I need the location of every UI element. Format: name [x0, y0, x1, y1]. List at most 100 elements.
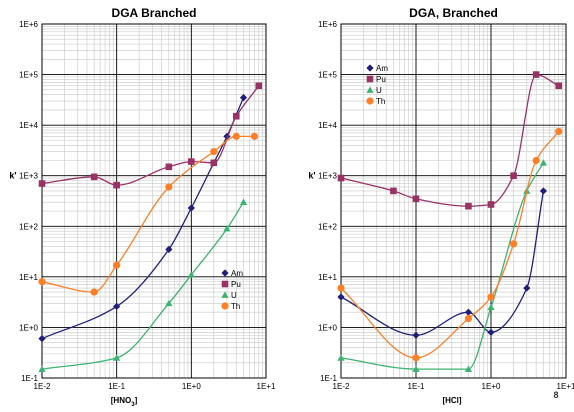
y-tick-label: 1E+5 — [318, 71, 337, 80]
data-point-pu — [465, 202, 472, 210]
plot-frame — [41, 23, 267, 379]
data-point-th — [232, 132, 240, 140]
plot-frame — [340, 23, 567, 379]
data-point-u — [223, 224, 231, 232]
data-point-pu — [390, 187, 397, 195]
data-point-th — [250, 132, 259, 140]
y-tick-label: 1E+1 — [19, 273, 38, 282]
data-point-th — [337, 284, 345, 292]
y-tick-label: 1E+2 — [19, 222, 38, 231]
data-point-th — [113, 261, 121, 269]
x-tick-label: 1E-2 — [333, 382, 350, 391]
y-axis-label: k' — [308, 171, 315, 181]
x-axis-label: [HCl] — [442, 396, 461, 405]
data-point-am — [239, 94, 248, 102]
data-point-th — [532, 156, 540, 165]
data-point-pu — [188, 158, 195, 165]
data-point-th — [210, 147, 218, 156]
data-point-th — [464, 314, 473, 323]
data-point-th — [90, 288, 98, 296]
chart-title: DGA, Branched — [409, 6, 498, 20]
legend-marker-u — [221, 291, 229, 298]
x-tick-label: 1E-1 — [108, 382, 125, 391]
data-point-th — [487, 293, 495, 301]
data-point-u — [487, 303, 495, 311]
legend-label-u: U — [231, 291, 237, 300]
legend-label-am: Am — [231, 269, 243, 278]
data-point-am — [539, 187, 548, 195]
data-point-th — [509, 240, 518, 248]
plot-area — [341, 24, 566, 378]
x-tick-label: 1E+0 — [482, 382, 501, 391]
chart-title: DGA Branched — [112, 6, 197, 20]
data-point-pu — [510, 172, 517, 180]
data-point-u — [187, 271, 195, 278]
data-point-am — [523, 284, 531, 292]
data-point-u — [464, 365, 473, 372]
legend-marker-pu — [221, 280, 229, 288]
y-tick-label: 1E+6 — [318, 20, 337, 29]
data-point-u — [239, 198, 248, 206]
x-tick-label: 1E-2 — [34, 382, 51, 391]
data-point-pu — [255, 82, 263, 90]
data-point-am — [464, 308, 473, 316]
y-tick-label: 1E+4 — [318, 121, 337, 130]
x-axis-label: [HNO3] — [111, 396, 138, 408]
x-tick-label: 1E+1 — [257, 382, 276, 391]
data-point-th — [38, 278, 46, 286]
data-point-am — [187, 204, 195, 212]
y-tick-label: 1E+1 — [318, 273, 337, 282]
data-point-pu — [487, 201, 495, 208]
legend-label-am: Am — [376, 64, 388, 73]
y-tick-label: 1E+0 — [318, 323, 337, 332]
chart-dga-branched-hcl: 1E-2 1E-1 1E+0 1E+11E-11E+01E+11E+21E+31E+4… — [308, 6, 574, 405]
legend-label-u: U — [376, 86, 382, 95]
data-point-u — [337, 354, 345, 361]
data-point-u — [113, 354, 121, 361]
legend-marker-am — [366, 64, 374, 72]
data-point-th — [412, 354, 420, 362]
legend-label-pu: Pu — [231, 280, 241, 289]
y-tick-label: 1E+2 — [318, 222, 337, 231]
data-point-pu — [210, 159, 218, 167]
y-tick-label: 1E+0 — [19, 323, 38, 332]
data-point-am — [165, 245, 173, 253]
y-tick-label: 1E-1 — [320, 374, 337, 383]
data-point-th — [555, 127, 563, 136]
data-point-am — [487, 328, 495, 336]
x-tick-label: 1E+0 — [182, 382, 201, 391]
page-number: 8 — [553, 390, 558, 400]
data-point-pu — [38, 180, 46, 187]
data-point-pu — [337, 174, 345, 182]
data-point-pu — [90, 173, 98, 181]
y-tick-label: 1E+6 — [19, 20, 38, 29]
y-tick-label: 1E-1 — [21, 374, 38, 383]
data-point-u — [539, 159, 548, 166]
legend-marker-am — [221, 269, 229, 277]
legend: Am Pu U Th — [221, 269, 243, 311]
x-tick-label: 1E-1 — [408, 382, 425, 391]
legend-label-th: Th — [231, 302, 240, 311]
y-tick-label: 1E+4 — [19, 121, 38, 130]
legend-label-pu: Pu — [376, 75, 386, 84]
chart-dga-branched-hno3: 1E-2 1E-1 1E+0 1E+11E-11E+01E+11E+21E+31E+4… — [9, 6, 276, 408]
y-tick-label: 1E+3 — [318, 172, 337, 181]
data-point-pu — [165, 163, 173, 171]
data-point-pu — [555, 82, 563, 90]
data-point-u — [165, 299, 173, 307]
series-curve-am — [340, 190, 545, 336]
legend-label-th: Th — [376, 97, 385, 106]
x-tick-label: 1E+1 — [557, 382, 574, 391]
data-point-th — [165, 183, 173, 191]
data-point-pu — [412, 195, 420, 203]
y-tick-label: 1E+3 — [19, 172, 38, 181]
legend-marker-u — [366, 86, 374, 93]
data-point-am — [113, 302, 121, 311]
legend-marker-th — [366, 97, 374, 105]
y-tick-label: 1E+5 — [19, 71, 38, 80]
data-point-pu — [532, 71, 540, 78]
data-point-am — [412, 331, 420, 339]
data-point-u — [412, 365, 420, 372]
data-point-pu — [113, 181, 120, 189]
